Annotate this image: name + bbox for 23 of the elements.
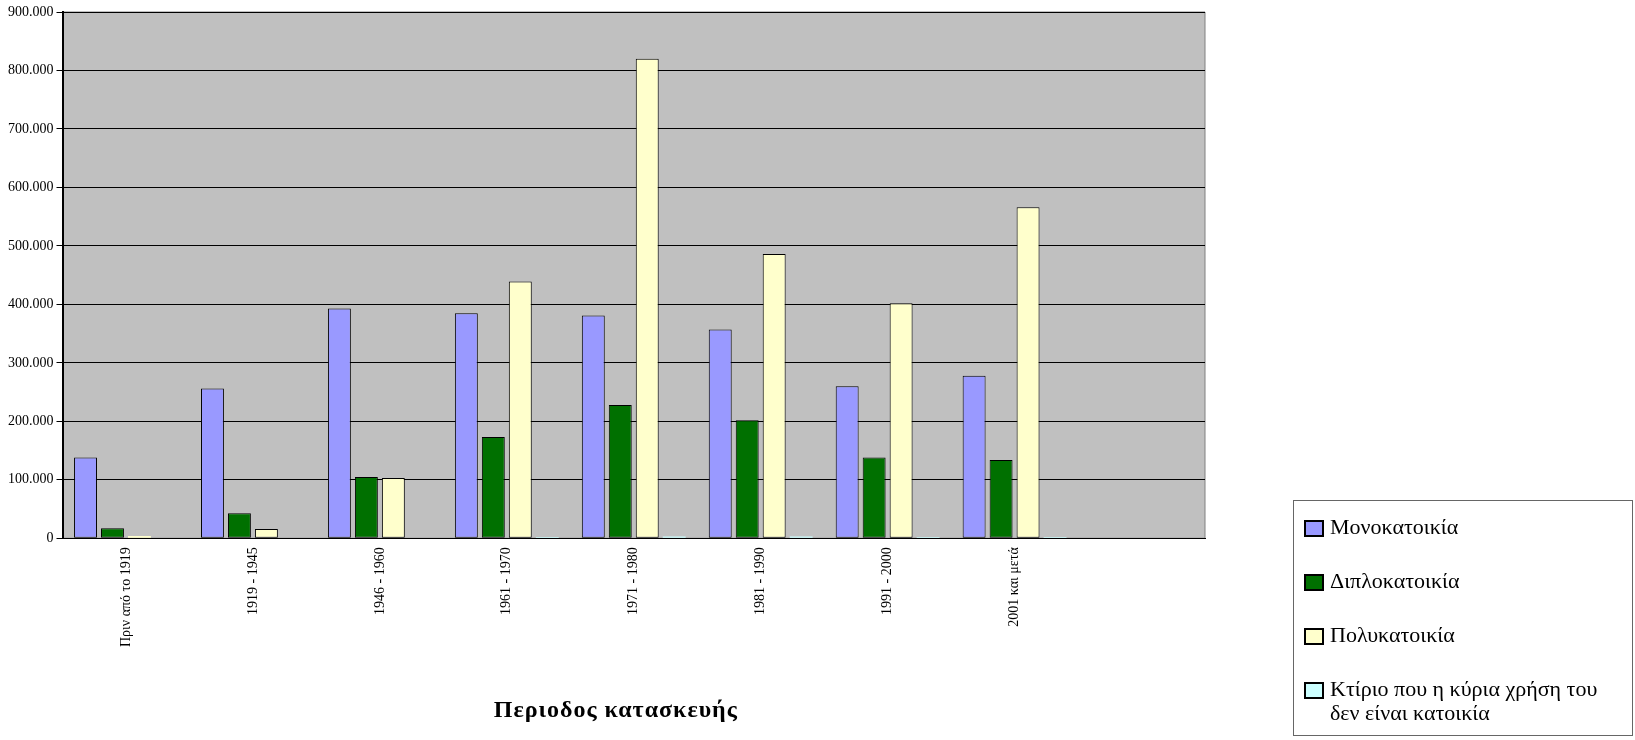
- y-tick-label: 300.000: [8, 354, 54, 370]
- y-tick-label: 900.000: [8, 3, 54, 19]
- x-tick-label: 1946 - 1960: [371, 547, 387, 615]
- legend-label: Κτίριο που η κύρια χρήση του δεν είναι κατοικία: [1330, 676, 1599, 725]
- y-tick-label: 400.000: [8, 296, 54, 312]
- y-tick-label: 600.000: [8, 179, 54, 195]
- y-tick-label: 0: [46, 529, 54, 545]
- y-tick-label: 200.000: [8, 413, 54, 428]
- x-axis-title: Περιοδος κατασκευής: [493, 696, 738, 723]
- x-tick-label: 1971 - 1980: [625, 547, 641, 615]
- legend-label: Πολυκατοικία: [1330, 622, 1455, 647]
- y-tick-label: 800.000: [8, 62, 54, 78]
- legend-label: Μονοκατοικία: [1330, 514, 1459, 539]
- legend-label: Διπλοκατοικία: [1330, 568, 1460, 593]
- y-tick-label: 700.000: [8, 120, 54, 136]
- y-tick-label: 500.000: [8, 237, 54, 253]
- x-tick-label: 1991 - 2000: [879, 547, 895, 615]
- x-tick-label: 2001 και μετά: [1006, 546, 1022, 627]
- x-tick-label: Πριν από το 1919: [117, 547, 133, 648]
- y-tick-label: 100.000: [8, 471, 54, 487]
- x-tick-label: 1981 - 1990: [752, 547, 768, 615]
- x-tick-label: 1919 - 1945: [244, 547, 260, 615]
- x-tick-label: 1961 - 1970: [498, 547, 514, 615]
